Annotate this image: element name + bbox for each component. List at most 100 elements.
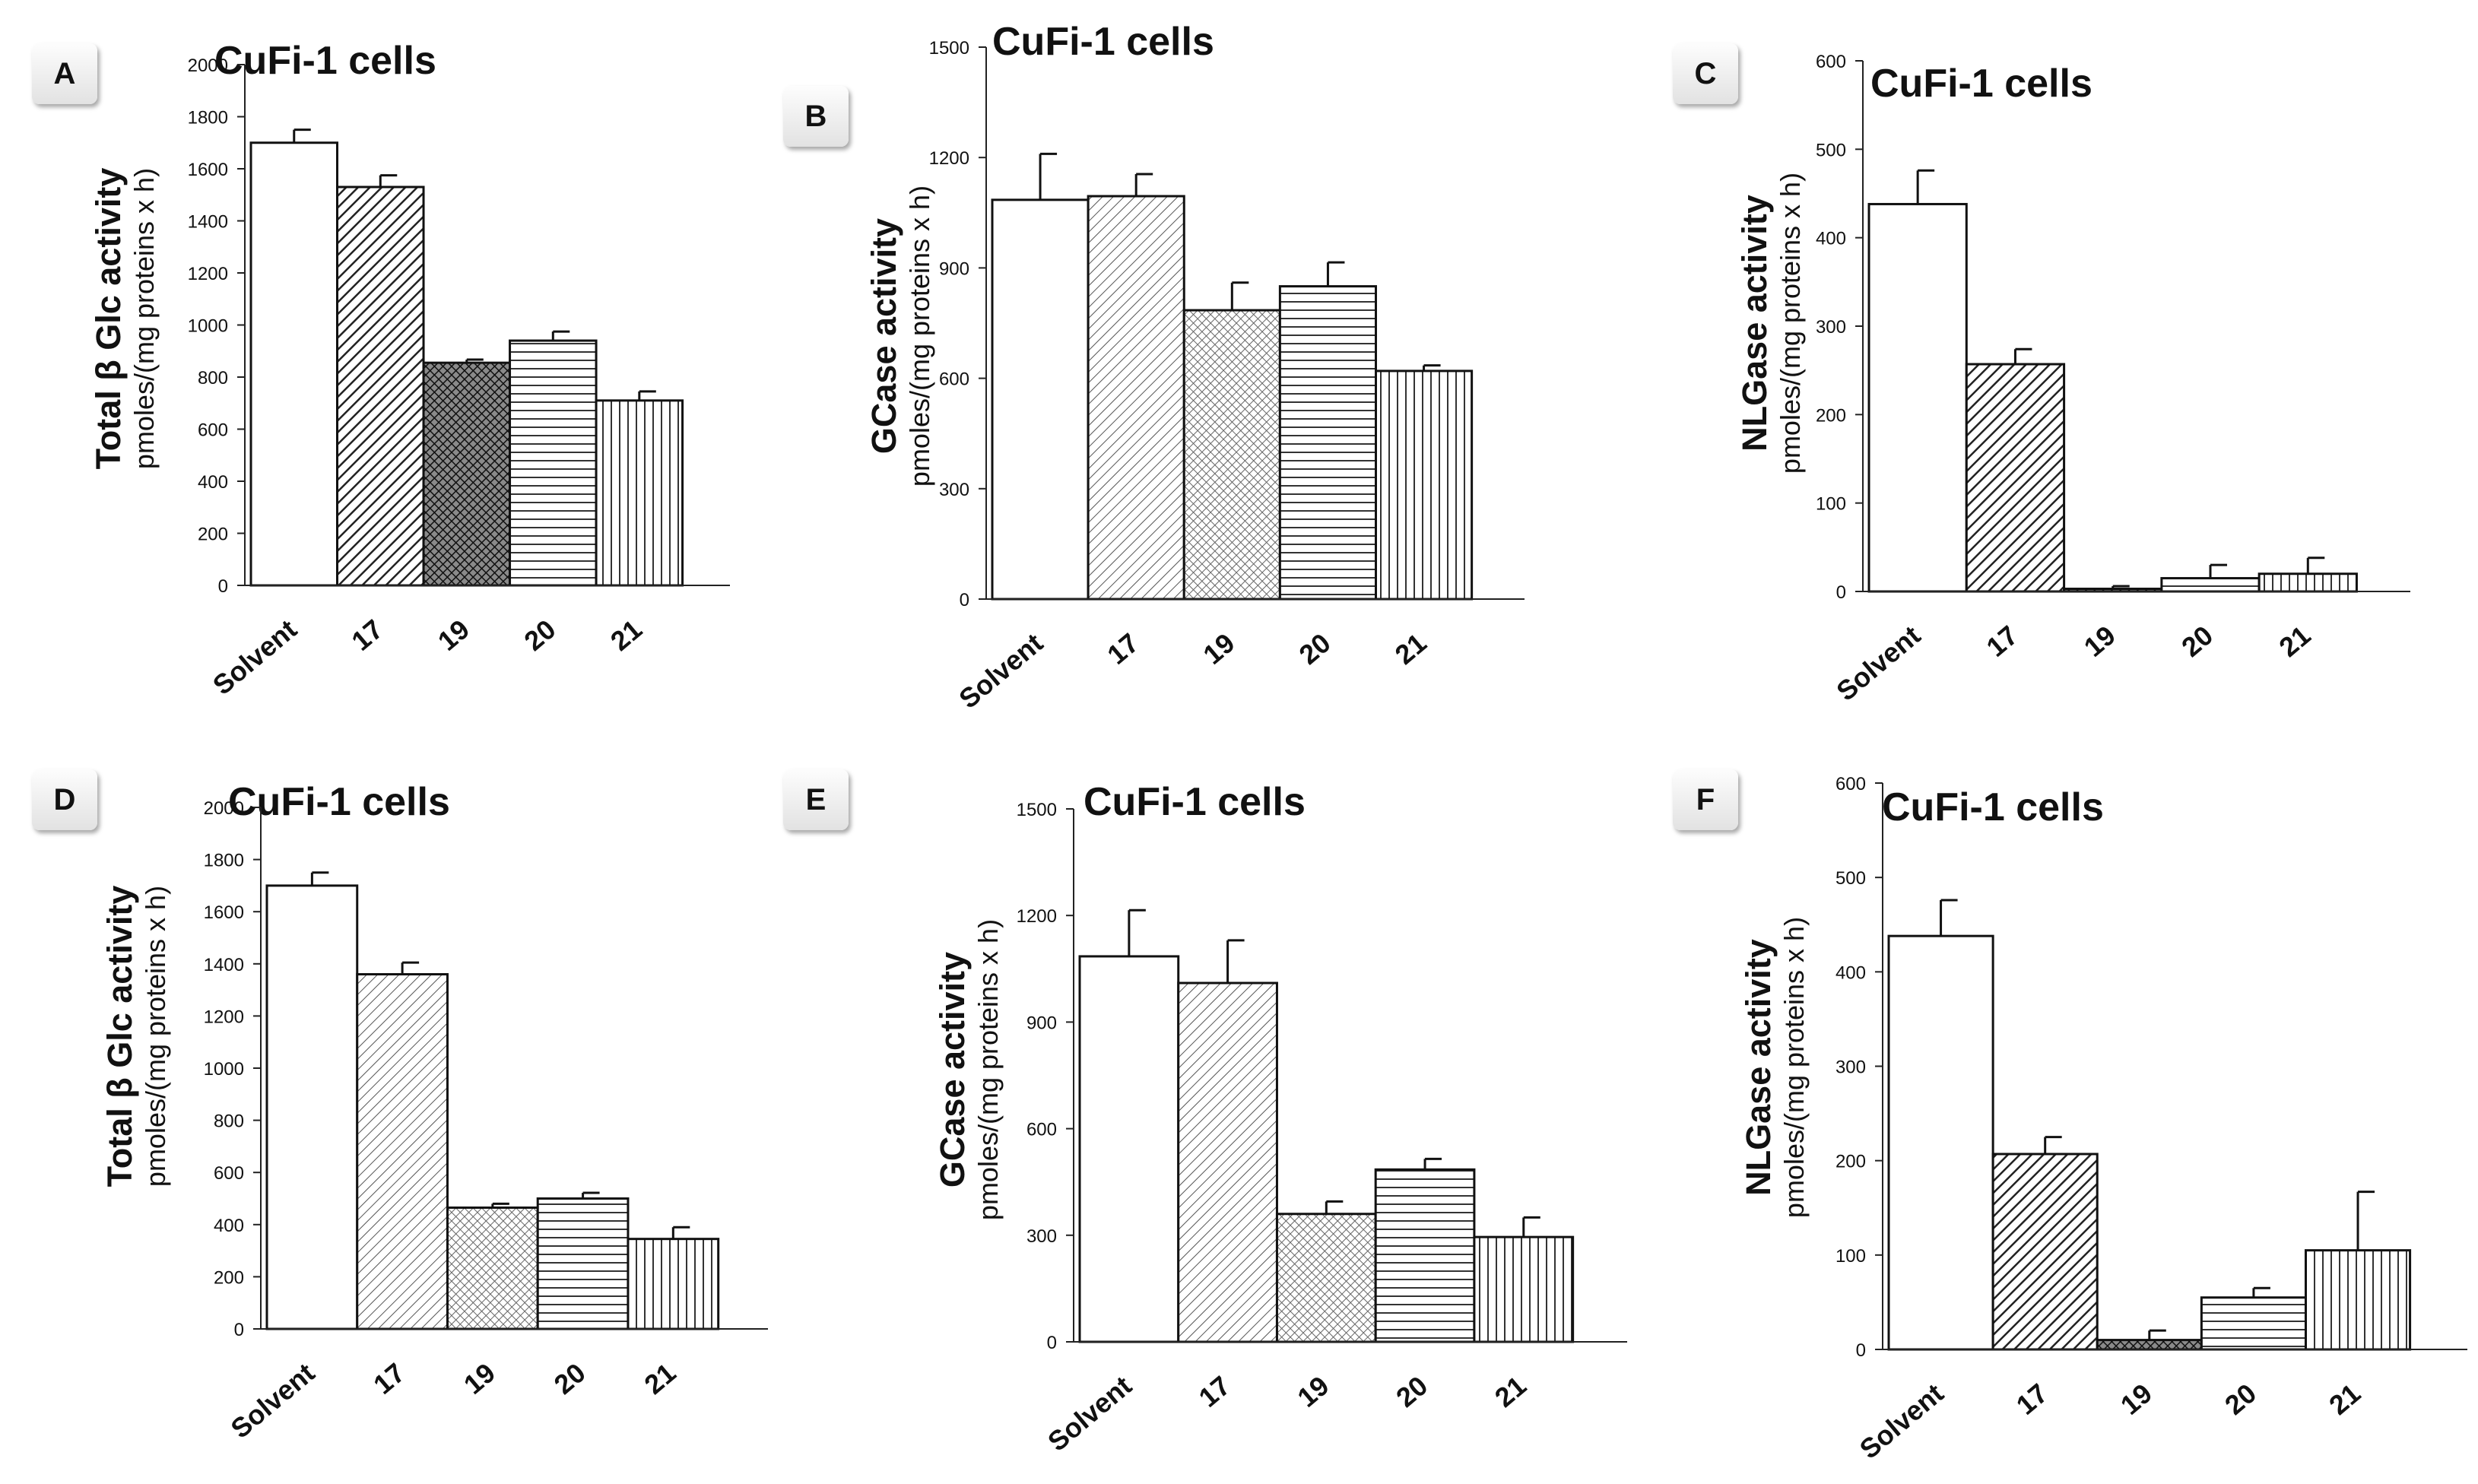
x-tick-label-d-0: Solvent <box>225 1357 321 1444</box>
y-tick-label-a-7: 1400 <box>188 212 228 233</box>
y-tick-label-e-5: 1500 <box>1017 800 1057 820</box>
bar-e-4 <box>1473 1235 1575 1343</box>
x-tick-label-a-0: Solvent <box>207 614 303 701</box>
bar-d-3 <box>536 1197 630 1330</box>
chart-b: Solvent 17 19 20 21 0 300 600 900 1200 1500 <box>929 38 1525 715</box>
bar-e-2 <box>1275 1213 1377 1343</box>
bar-a-1 <box>336 186 425 587</box>
bar-c-4 <box>2257 572 2358 593</box>
bar-c-0 <box>1867 202 1968 593</box>
bar-d-2 <box>446 1207 539 1330</box>
panel-title-a: CuFi-1 cells <box>214 39 436 83</box>
y-tick-label-d-9: 1800 <box>204 851 244 871</box>
error-bar-a-1 <box>379 174 398 187</box>
x-tick-label-e-3: 20 <box>1390 1370 1433 1413</box>
error-bar-d-0 <box>310 871 329 886</box>
y-tick-label-f-6: 600 <box>1835 774 1866 794</box>
error-bar-e-0 <box>1128 908 1146 956</box>
y-tick-label-a-8: 1600 <box>188 160 228 180</box>
y-tick-label-e-0: 0 <box>1047 1333 1057 1353</box>
y-tick-label-a-9: 1800 <box>188 108 228 128</box>
y-tick-label-c-0: 0 <box>1836 582 1846 603</box>
error-bar-e-1 <box>1226 939 1245 983</box>
y-tick-label-c-6: 600 <box>1816 52 1846 72</box>
error-bar-b-1 <box>1134 173 1153 197</box>
y-tick-label-d-8: 1600 <box>204 902 244 923</box>
y-tick-label-f-4: 400 <box>1835 962 1866 983</box>
y-tick-label-e-1: 300 <box>1026 1226 1057 1247</box>
bar-f-3 <box>2200 1296 2307 1351</box>
bar-b-4 <box>1375 369 1474 601</box>
x-tick-label-b-3: 20 <box>1293 627 1337 671</box>
y-tick-label-d-2: 400 <box>214 1216 244 1236</box>
y-tick-label-c-2: 200 <box>1816 405 1846 426</box>
y-tick-label-d-7: 1400 <box>204 955 244 975</box>
x-tick-label-f-4: 21 <box>2323 1378 2366 1421</box>
y-tick-label-a-0: 0 <box>218 576 228 597</box>
error-bar-f-0 <box>1940 899 1958 937</box>
bar-b-3 <box>1278 285 1378 601</box>
y-tick-label-b-4: 1200 <box>929 148 969 169</box>
y-tick-label-d-4: 800 <box>214 1111 244 1132</box>
x-tick-label-b-1: 17 <box>1101 627 1144 671</box>
bar-a-3 <box>509 339 598 587</box>
panel-label-e: E <box>783 769 849 830</box>
bar-b-1 <box>1087 195 1185 601</box>
chart-a: Solvent 17 19 20 21 0 200 400 600 800 1000 1200 1400… <box>188 55 730 701</box>
bar-b-0 <box>991 198 1090 601</box>
error-bar-e-3 <box>1423 1157 1442 1170</box>
x-tick-label-f-3: 20 <box>2219 1378 2262 1421</box>
y-tick-label-d-0: 0 <box>234 1320 244 1340</box>
error-bar-a-3 <box>551 330 570 341</box>
y-tick-label-a-2: 400 <box>198 472 228 493</box>
y-tick-label-c-3: 300 <box>1816 317 1846 338</box>
x-tick-label-f-0: Solvent <box>1854 1378 1950 1465</box>
bar-f-2 <box>2096 1339 2203 1351</box>
x-tick-label-a-2: 19 <box>432 614 475 657</box>
panel-title-d: CuFi-1 cells <box>228 780 450 824</box>
panel-title-c: CuFi-1 cells <box>1870 62 2092 106</box>
error-bar-b-0 <box>1039 152 1058 200</box>
chart-c: Solvent 17 19 20 21 0 100 200 300 400 500 600 <box>1816 52 2410 707</box>
bar-d-0 <box>265 884 359 1330</box>
x-tick-label-d-3: 20 <box>548 1357 592 1400</box>
bar-d-4 <box>627 1238 720 1330</box>
y-tick-label-f-1: 100 <box>1835 1246 1866 1267</box>
error-bar-c-0 <box>1916 169 1935 205</box>
y-tick-label-d-10: 2000 <box>204 798 244 819</box>
panel-label-a: A <box>32 43 97 104</box>
error-bar-e-2 <box>1325 1200 1344 1214</box>
y-tick-label-b-0: 0 <box>960 590 969 610</box>
bar-a-4 <box>595 399 684 587</box>
bar-a-0 <box>249 141 339 587</box>
x-tick-label-b-0: Solvent <box>953 627 1049 715</box>
y-tick-label-a-10: 2000 <box>188 55 228 76</box>
y-tick-label-b-2: 600 <box>939 369 969 390</box>
y-tick-label-a-3: 600 <box>198 420 228 441</box>
bar-e-0 <box>1078 955 1180 1343</box>
panel-title-e: CuFi-1 cells <box>1084 780 1306 824</box>
y-tick-label-e-2: 600 <box>1026 1120 1057 1140</box>
error-bar-d-3 <box>582 1191 600 1199</box>
chart-f: Solvent 17 19 20 21 0 100 200 300 400 500 600 <box>1835 774 2467 1465</box>
x-tick-label-c-3: 20 <box>2175 620 2219 663</box>
error-bar-f-3 <box>2252 1286 2270 1298</box>
x-tick-label-c-4: 21 <box>2273 620 2316 663</box>
error-bar-a-4 <box>638 390 656 401</box>
error-bar-d-1 <box>401 961 420 975</box>
error-bar-c-2 <box>2112 585 2130 589</box>
chart-d: Solvent 17 19 20 21 0 200 400 600 800 1000 1200 1400… <box>204 798 768 1444</box>
error-bar-b-3 <box>1326 261 1345 287</box>
y-tick-label-d-3: 600 <box>214 1163 244 1184</box>
bar-f-1 <box>1991 1153 2099 1351</box>
y-tick-label-b-1: 300 <box>939 480 969 500</box>
bar-b-2 <box>1182 309 1281 601</box>
error-bar-b-2 <box>1230 281 1249 311</box>
x-tick-label-e-2: 19 <box>1291 1370 1334 1413</box>
x-tick-label-d-1: 17 <box>367 1357 411 1400</box>
y-tick-label-f-5: 500 <box>1835 868 1866 889</box>
bar-e-1 <box>1177 981 1278 1343</box>
error-bar-a-0 <box>293 128 311 143</box>
y-tick-label-a-4: 800 <box>198 368 228 388</box>
panel-title-f: CuFi-1 cells <box>1882 785 2104 829</box>
